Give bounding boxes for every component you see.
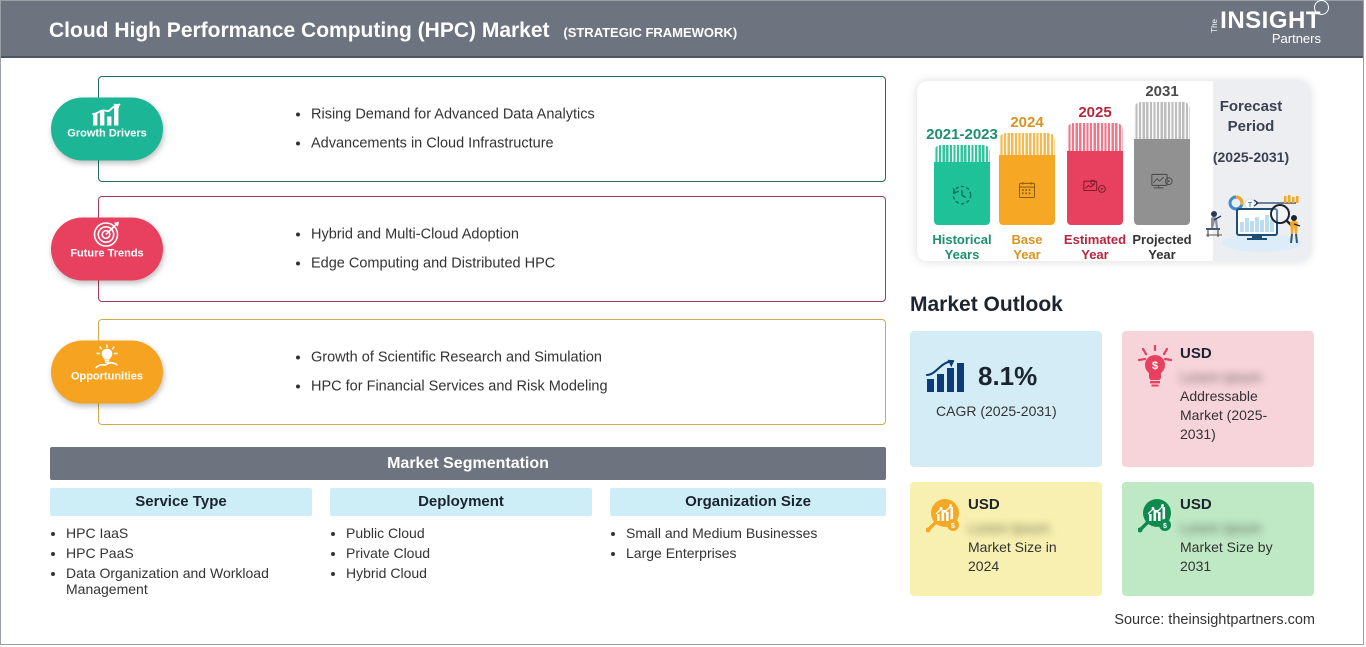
svg-text:$: $ bbox=[1163, 523, 1167, 530]
svg-text:$: $ bbox=[951, 523, 955, 530]
svg-text:$: $ bbox=[1152, 360, 1158, 372]
svg-text:T: T bbox=[1248, 202, 1253, 209]
